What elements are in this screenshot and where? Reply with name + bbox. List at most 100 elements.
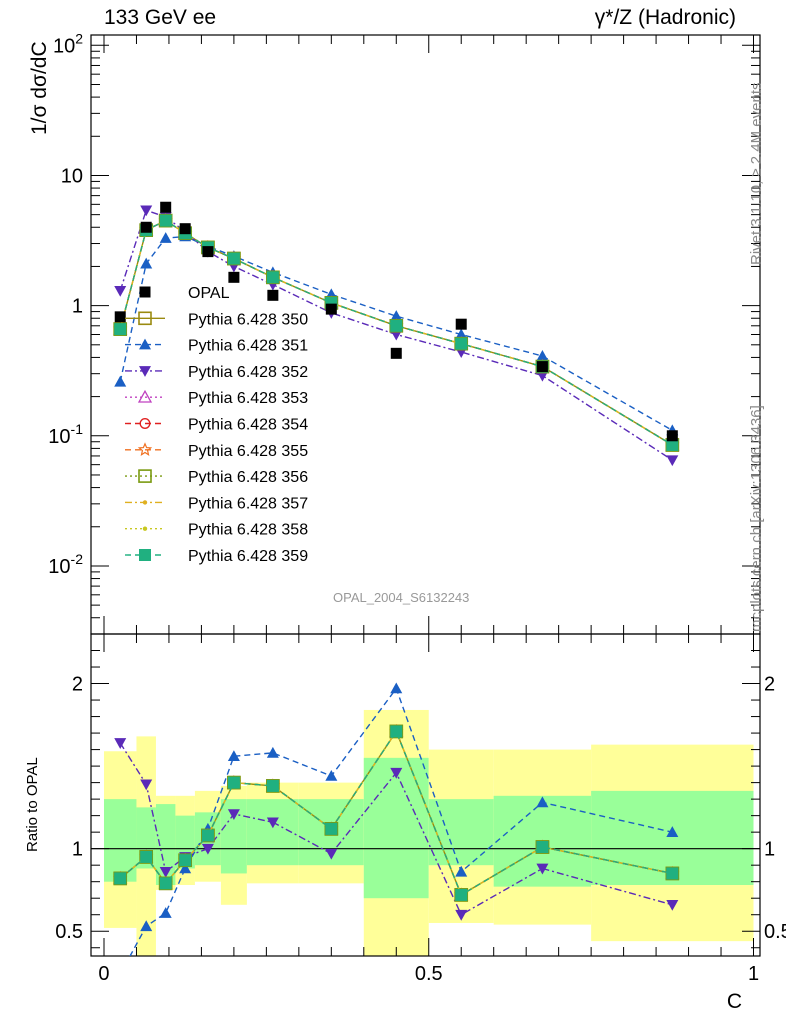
data-point [137, 442, 153, 456]
data-point [390, 767, 403, 779]
main-y-tick-label: 102 [53, 30, 83, 57]
data-point [455, 888, 468, 901]
analysis-id-label: OPAL_2004_S6132243 [333, 590, 470, 605]
legend-label: Pythia 6.428 354 [188, 417, 308, 434]
legend-label: Pythia 6.428 357 [188, 495, 308, 512]
data-point [159, 877, 172, 890]
data-point [227, 809, 240, 820]
data-point [325, 303, 337, 315]
ratio-series-group [112, 682, 680, 979]
data-point [227, 252, 240, 265]
green-band-bin [363, 757, 429, 899]
data-point [159, 232, 172, 243]
legend: OPAL Pythia 6.428 350 Pythia 6.428 351 Pyth… [125, 285, 308, 565]
legend-entry: Pythia 6.428 351 [125, 338, 308, 355]
ratio-y-tick-label-right: 0.5 [764, 921, 786, 943]
data-point [114, 738, 127, 749]
data-point [140, 257, 153, 269]
main-series-group [112, 201, 680, 467]
data-point [455, 909, 468, 921]
legend-entry: Pythia 6.428 359 [125, 548, 308, 565]
data-point [160, 201, 172, 213]
data-point [536, 370, 549, 382]
data-point [179, 223, 191, 235]
legend-entry: OPAL [139, 285, 230, 302]
data-point [138, 469, 152, 483]
data-point [142, 500, 148, 505]
data-point [140, 850, 153, 863]
data-point [455, 337, 468, 350]
header-left-label: 133 GeV ee [104, 6, 217, 29]
data-point [455, 865, 468, 877]
x-tick-label: 0.5 [415, 963, 443, 985]
data-point [536, 350, 549, 361]
data-point [137, 389, 153, 403]
data-point [390, 347, 402, 359]
green-band-bin [428, 799, 494, 866]
data-point [390, 310, 403, 321]
x-ticks [103, 35, 755, 956]
data-point [267, 289, 279, 301]
data-point [201, 843, 214, 855]
data-point [114, 968, 126, 979]
legend-label: Pythia 6.428 352 [188, 364, 308, 381]
data-point [159, 907, 172, 918]
data-point [390, 319, 403, 332]
data-point [666, 438, 679, 451]
data-point [179, 854, 192, 867]
data-point [390, 725, 403, 738]
data-point [114, 323, 127, 336]
x-tick-label: 0 [98, 963, 109, 985]
rivet-version-label: Rivet 3.1.10, ≥ 2.4M events [748, 82, 765, 266]
main-y-tick-label: 1 [72, 296, 83, 318]
data-point [325, 822, 338, 835]
data-point [227, 776, 240, 789]
legend-label: Pythia 6.428 355 [188, 443, 308, 460]
data-point [159, 214, 172, 227]
ratio-series-9 [114, 725, 679, 901]
legend-entry: Pythia 6.428 355 [125, 442, 308, 460]
main-y-tick-label: 10 [61, 165, 83, 187]
data-point [266, 746, 279, 758]
data-point [140, 205, 153, 217]
legend-label: Pythia 6.428 359 [188, 548, 308, 565]
data-point [159, 866, 172, 878]
main-y-axis-label: 1/σ dσ/dC [28, 41, 51, 135]
data-point [266, 271, 279, 284]
data-point [536, 796, 549, 808]
data-point [138, 311, 152, 326]
data-point [666, 430, 678, 442]
data-point [179, 862, 192, 874]
green-band-bin [103, 799, 137, 882]
data-point [114, 311, 126, 323]
data-point [140, 779, 153, 791]
data-point [114, 375, 127, 387]
legend-label: Pythia 6.428 351 [188, 338, 308, 355]
legend-label: Pythia 6.428 350 [188, 311, 308, 328]
mcplots-credit-label: mcplots.cern.ch [arXiv:1306.3436] [748, 405, 765, 632]
data-point [228, 271, 240, 283]
data-point [142, 526, 148, 531]
data-point [325, 770, 338, 781]
header-right-label: γ*/Z (Hadronic) [594, 6, 736, 29]
main-y-tick-label: 10-1 [48, 421, 83, 448]
legend-label: Pythia 6.428 353 [188, 390, 308, 407]
legend-entry: Pythia 6.428 358 [125, 522, 308, 539]
legend-entry: Pythia 6.428 357 [125, 495, 308, 512]
data-point [666, 455, 679, 467]
ratio-y-tick-label: 2 [72, 674, 83, 696]
ratio-y-tick-label: 0.5 [55, 921, 83, 943]
legend-label: Pythia 6.428 358 [188, 522, 308, 539]
x-axis-label: C [726, 990, 742, 1013]
data-point [325, 848, 338, 860]
data-point [266, 817, 279, 829]
main-y-tick-label: 10-2 [48, 551, 83, 578]
data-point [139, 418, 151, 429]
legend-label: OPAL [188, 285, 230, 302]
legend-entry: Pythia 6.428 350 [125, 311, 308, 328]
legend-entry: Pythia 6.428 356 [125, 469, 308, 486]
green-band-bin [155, 804, 176, 885]
data-point [114, 872, 127, 885]
legend-entry: Pythia 6.428 352 [125, 364, 308, 381]
data-point [202, 246, 214, 258]
